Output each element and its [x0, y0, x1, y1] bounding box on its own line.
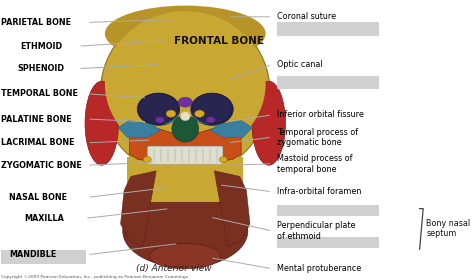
Ellipse shape: [123, 195, 248, 267]
Ellipse shape: [195, 110, 204, 117]
FancyBboxPatch shape: [277, 237, 380, 248]
Ellipse shape: [219, 157, 227, 163]
FancyBboxPatch shape: [127, 157, 243, 202]
Ellipse shape: [172, 115, 199, 142]
Ellipse shape: [149, 244, 221, 269]
Ellipse shape: [180, 112, 190, 121]
Ellipse shape: [100, 8, 270, 176]
Text: Copyright ©2009 Pearson Education, Inc., publishing as Pearson Benjamin Cummings: Copyright ©2009 Pearson Education, Inc.,…: [1, 276, 188, 279]
Polygon shape: [120, 171, 156, 246]
Text: PALATINE BONE: PALATINE BONE: [1, 115, 72, 123]
Ellipse shape: [105, 11, 265, 157]
Text: Mental protuberance: Mental protuberance: [277, 264, 361, 273]
Ellipse shape: [191, 93, 233, 125]
FancyBboxPatch shape: [148, 146, 223, 164]
Polygon shape: [118, 120, 161, 137]
Ellipse shape: [137, 93, 180, 125]
Text: LACRIMAL BONE: LACRIMAL BONE: [1, 138, 74, 147]
Text: Temporal process of
zygomatic bone: Temporal process of zygomatic bone: [277, 127, 358, 147]
Ellipse shape: [85, 81, 118, 165]
Text: MAXILLA: MAXILLA: [25, 214, 64, 223]
Text: ETHMOID: ETHMOID: [20, 42, 62, 51]
Text: ZYGOMATIC BONE: ZYGOMATIC BONE: [1, 161, 82, 170]
Ellipse shape: [166, 110, 176, 117]
Text: MANDIBLE: MANDIBLE: [9, 250, 56, 259]
Text: TEMPORAL BONE: TEMPORAL BONE: [1, 89, 78, 98]
Text: Coronal suture: Coronal suture: [277, 12, 336, 21]
Ellipse shape: [192, 94, 232, 124]
Ellipse shape: [143, 157, 151, 163]
Ellipse shape: [252, 81, 285, 165]
Text: Mastoid process of
temporal bone: Mastoid process of temporal bone: [277, 154, 352, 174]
Polygon shape: [129, 129, 241, 164]
FancyBboxPatch shape: [1, 250, 86, 264]
FancyBboxPatch shape: [148, 146, 223, 164]
Ellipse shape: [193, 101, 219, 124]
Text: Infra-orbital foramen: Infra-orbital foramen: [277, 187, 361, 196]
Text: Inferior orbital fissure: Inferior orbital fissure: [277, 110, 364, 119]
Polygon shape: [129, 129, 241, 164]
Ellipse shape: [138, 94, 179, 124]
Text: Perpendicular plate
of ethmoid: Perpendicular plate of ethmoid: [277, 221, 356, 241]
Text: SPHENOID: SPHENOID: [18, 64, 65, 73]
Ellipse shape: [105, 6, 265, 62]
FancyBboxPatch shape: [277, 22, 380, 36]
Text: (d) Anterior view: (d) Anterior view: [137, 264, 212, 273]
Text: PARIETAL BONE: PARIETAL BONE: [1, 18, 71, 27]
Ellipse shape: [155, 117, 164, 123]
Text: FRONTAL BONE: FRONTAL BONE: [174, 36, 264, 46]
Polygon shape: [214, 171, 250, 246]
Text: Bony nasal
septum: Bony nasal septum: [426, 218, 470, 238]
Ellipse shape: [118, 17, 252, 106]
FancyBboxPatch shape: [277, 205, 380, 216]
Text: NASAL BONE: NASAL BONE: [9, 193, 67, 202]
Ellipse shape: [151, 101, 178, 124]
Ellipse shape: [178, 97, 192, 107]
Text: Optic canal: Optic canal: [277, 60, 322, 69]
FancyBboxPatch shape: [277, 76, 380, 89]
Ellipse shape: [206, 117, 215, 123]
Polygon shape: [210, 120, 252, 137]
